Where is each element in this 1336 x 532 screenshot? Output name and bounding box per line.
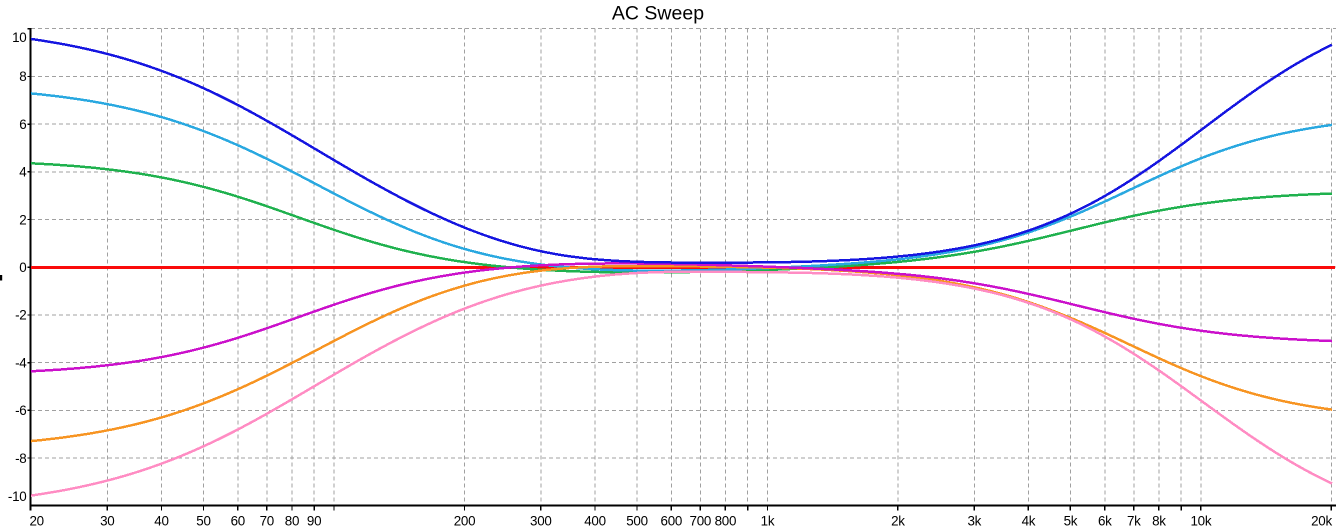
svg-text:3k: 3k bbox=[967, 514, 981, 529]
svg-text:200: 200 bbox=[454, 514, 476, 529]
svg-text:-10: -10 bbox=[8, 489, 27, 504]
svg-text:4k: 4k bbox=[1022, 514, 1036, 529]
svg-text:70: 70 bbox=[260, 514, 274, 529]
svg-text:300: 300 bbox=[530, 514, 552, 529]
svg-text:80: 80 bbox=[285, 514, 299, 529]
svg-text:-4: -4 bbox=[15, 355, 27, 370]
svg-text:6k: 6k bbox=[1098, 514, 1112, 529]
svg-text:20: 20 bbox=[29, 514, 43, 529]
svg-text:2k: 2k bbox=[891, 514, 905, 529]
svg-text:20k: 20k bbox=[1311, 514, 1332, 529]
svg-text:700: 700 bbox=[690, 514, 712, 529]
svg-text:50: 50 bbox=[196, 514, 210, 529]
svg-text:1k: 1k bbox=[761, 514, 775, 529]
svg-text:40: 40 bbox=[154, 514, 168, 529]
svg-text:2: 2 bbox=[19, 212, 26, 227]
svg-text:30: 30 bbox=[100, 514, 114, 529]
svg-text:6: 6 bbox=[19, 117, 26, 132]
svg-text:10: 10 bbox=[12, 30, 26, 45]
svg-text:800: 800 bbox=[715, 514, 737, 529]
svg-text:600: 600 bbox=[661, 514, 683, 529]
svg-text:AC Sweep: AC Sweep bbox=[612, 3, 704, 25]
svg-text:8k: 8k bbox=[1152, 514, 1166, 529]
svg-text:-8: -8 bbox=[15, 451, 26, 466]
svg-text:500: 500 bbox=[626, 514, 648, 529]
svg-text:-6: -6 bbox=[15, 403, 26, 418]
svg-text:8: 8 bbox=[19, 69, 26, 84]
svg-text:400: 400 bbox=[584, 514, 606, 529]
svg-text:-2: -2 bbox=[15, 308, 26, 323]
svg-text:4: 4 bbox=[19, 165, 27, 180]
svg-text:60: 60 bbox=[231, 514, 245, 529]
svg-text:7k: 7k bbox=[1127, 514, 1141, 529]
svg-text:5k: 5k bbox=[1064, 514, 1078, 529]
svg-text:10k: 10k bbox=[1190, 514, 1211, 529]
svg-text:0: 0 bbox=[19, 260, 26, 275]
svg-text:90: 90 bbox=[307, 514, 321, 529]
